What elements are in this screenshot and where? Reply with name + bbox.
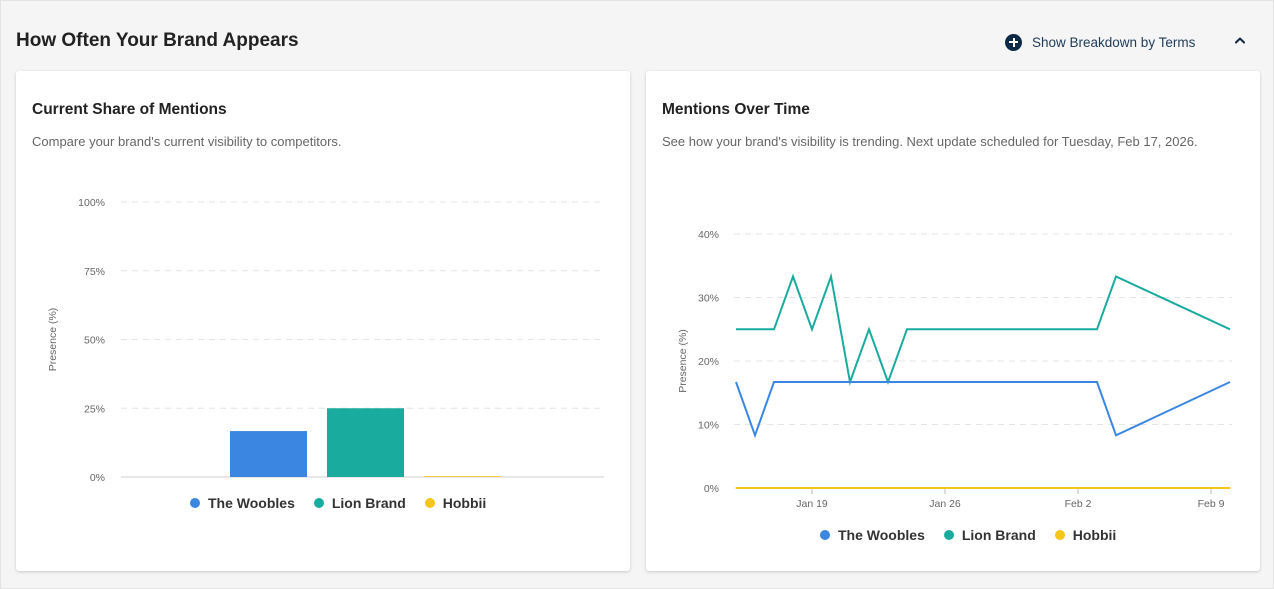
legend-item-the-woobles[interactable]: The Woobles bbox=[190, 495, 295, 511]
y-tick-label: 25% bbox=[84, 403, 105, 415]
y-tick-label: 20% bbox=[698, 356, 719, 368]
share-bar-chart: 0% 25% 50% 75% 100% Presence (%) bbox=[47, 197, 604, 484]
x-tick-label: Feb 9 bbox=[1198, 498, 1225, 510]
plus-circle-icon bbox=[1005, 33, 1022, 51]
x-tick-label: Jan 26 bbox=[929, 498, 961, 510]
series-line-lion-brand[interactable] bbox=[736, 272, 1231, 386]
over-time-card-subtitle: See how your brand's visibility is trend… bbox=[662, 134, 1198, 149]
y-tick-label: 75% bbox=[84, 266, 105, 278]
share-of-mentions-card: Current Share of Mentions Compare your b… bbox=[16, 71, 630, 571]
bar-lion-brand[interactable] bbox=[327, 408, 404, 477]
y-axis-label: Presence (%) bbox=[47, 308, 59, 372]
legend-label: The Woobles bbox=[208, 495, 295, 511]
y-tick-label: 100% bbox=[78, 197, 105, 209]
share-card-title: Current Share of Mentions bbox=[32, 101, 227, 118]
show-breakdown-button[interactable]: Show Breakdown by Terms bbox=[1005, 33, 1195, 51]
legend-dot bbox=[820, 530, 830, 540]
over-time-card-title: Mentions Over Time bbox=[662, 101, 810, 118]
legend-item-lion-brand[interactable]: Lion Brand bbox=[313, 495, 406, 511]
section-title: How Often Your Brand Appears bbox=[16, 30, 299, 51]
legend-item-hobbii[interactable]: Hobbii bbox=[1054, 527, 1117, 543]
show-breakdown-label: Show Breakdown by Terms bbox=[1032, 34, 1196, 50]
legend-item-hobbii[interactable]: Hobbii bbox=[424, 495, 487, 511]
y-tick-label: 0% bbox=[90, 472, 105, 484]
legend-label: Lion Brand bbox=[961, 527, 1036, 543]
y-tick-label: 50% bbox=[84, 335, 105, 347]
chevron-up-icon[interactable] bbox=[1234, 34, 1246, 46]
y-axis-label: Presence (%) bbox=[677, 329, 689, 393]
legend-dot bbox=[1054, 530, 1065, 540]
legend-label: Lion Brand bbox=[331, 495, 406, 511]
legend-label: The Woobles bbox=[838, 527, 925, 543]
y-tick-label: 30% bbox=[698, 293, 719, 305]
legend-label: Hobbii bbox=[1072, 527, 1117, 543]
y-tick-label: 10% bbox=[698, 420, 719, 432]
x-tick-label: Jan 19 bbox=[796, 498, 828, 510]
legend-item-the-woobles[interactable]: The Woobles bbox=[820, 527, 925, 543]
share-chart-legend: The Woobles Lion Brand Hobbii bbox=[190, 495, 486, 511]
mentions-over-time-card: Mentions Over Time See how your brand's … bbox=[646, 71, 1260, 571]
legend-dot bbox=[943, 530, 954, 540]
legend-label: Hobbii bbox=[442, 495, 487, 511]
mentions-line-chart: 0% 10% 20% 30% 40% Jan 19 Jan 26 Feb 2 Feb 9 Pres… bbox=[677, 229, 1232, 510]
y-tick-label: 0% bbox=[704, 483, 719, 495]
legend-dot bbox=[424, 498, 435, 508]
bar-hobbii[interactable] bbox=[424, 476, 501, 477]
y-tick-label: 40% bbox=[698, 229, 719, 241]
series-line-the-woobles[interactable] bbox=[735, 381, 1231, 439]
bar-the-woobles[interactable] bbox=[230, 431, 307, 477]
legend-dot bbox=[190, 498, 200, 508]
x-tick-label: Feb 2 bbox=[1065, 498, 1092, 510]
legend-item-lion-brand[interactable]: Lion Brand bbox=[943, 527, 1036, 543]
over-time-chart-legend: The Woobles Lion Brand Hobbii bbox=[820, 527, 1116, 543]
legend-dot bbox=[313, 498, 324, 508]
share-card-subtitle: Compare your brand's current visibility … bbox=[32, 134, 342, 149]
